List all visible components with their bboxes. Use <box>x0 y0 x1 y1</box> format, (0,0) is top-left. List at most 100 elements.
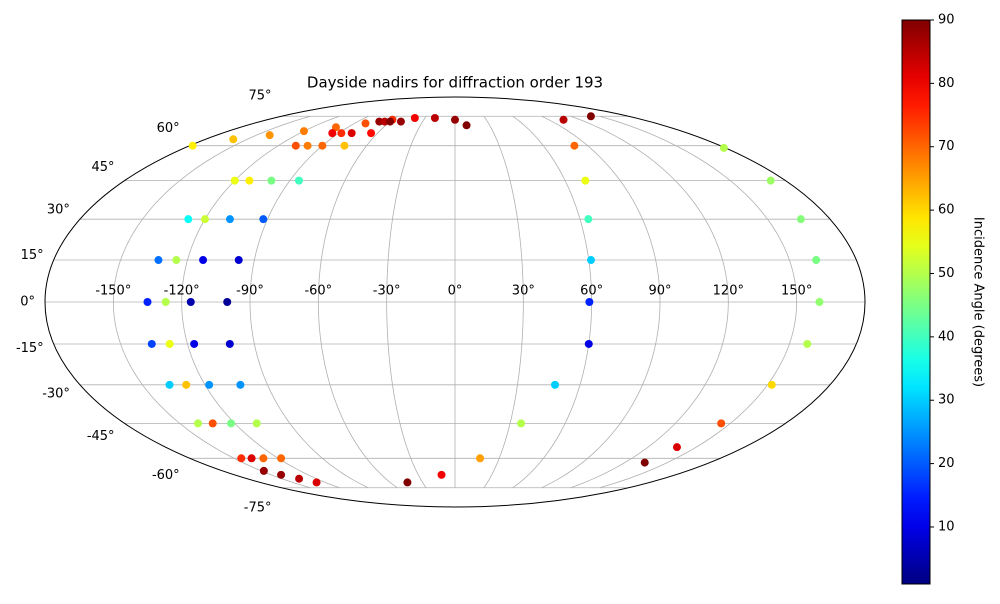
y-tick-label: -60° <box>152 468 180 483</box>
data-point <box>451 115 459 124</box>
data-point <box>223 298 232 306</box>
data-point <box>584 215 593 224</box>
x-tick-label: 60° <box>580 284 603 299</box>
x-tick-label: 30° <box>512 284 535 299</box>
data-point <box>199 256 208 265</box>
grid-line <box>112 115 311 489</box>
colorbar <box>901 19 931 585</box>
data-point <box>766 176 775 185</box>
data-point <box>570 141 579 150</box>
grid-line <box>317 115 398 489</box>
colorbar-tick-label: 30 <box>938 393 955 408</box>
data-point <box>294 176 303 185</box>
colorbar-tick-label: 10 <box>938 519 955 534</box>
data-point <box>291 141 300 150</box>
data-point <box>236 380 245 389</box>
data-point <box>719 143 728 152</box>
data-point <box>551 380 560 389</box>
data-point <box>295 474 304 483</box>
grid-line <box>599 115 798 489</box>
data-point <box>430 113 439 122</box>
data-point <box>225 215 234 224</box>
y-tick-label: 60° <box>157 121 180 136</box>
colorbar-tick-label: 70 <box>938 139 955 154</box>
data-point <box>367 129 376 138</box>
x-tick-label: -30° <box>373 284 401 299</box>
data-point <box>230 176 239 185</box>
data-point <box>190 339 199 348</box>
data-point <box>312 478 321 487</box>
colorbar-tick-label: 40 <box>938 329 955 344</box>
x-tick-label: -90° <box>236 284 264 299</box>
data-point <box>586 112 595 121</box>
data-point <box>259 466 268 475</box>
y-tick-label: 75° <box>248 88 271 103</box>
data-point <box>229 135 238 144</box>
x-tick-label: 0° <box>448 284 463 299</box>
grid-line <box>483 116 524 488</box>
data-point <box>717 419 726 428</box>
grid-line <box>386 116 427 488</box>
data-point <box>194 419 203 428</box>
data-point <box>640 458 649 467</box>
data-point <box>517 419 526 428</box>
grid-line <box>570 115 729 489</box>
colorbar-tick-label: 20 <box>938 456 955 471</box>
data-point <box>277 470 286 479</box>
colorbar-tick-label: 90 <box>938 13 955 28</box>
data-point <box>328 129 337 138</box>
data-point <box>815 298 824 306</box>
data-point <box>245 176 254 185</box>
data-point <box>584 339 593 348</box>
data-point <box>227 419 236 428</box>
data-point <box>186 298 195 306</box>
data-point <box>318 141 327 150</box>
y-tick-label: 0° <box>20 295 35 310</box>
data-point <box>796 215 805 224</box>
colorbar-tick-label: 60 <box>938 203 955 218</box>
y-tick-label: 45° <box>92 160 115 175</box>
data-point <box>184 215 193 224</box>
data-point <box>303 141 312 150</box>
data-point <box>396 117 405 126</box>
x-tick-label: 150° <box>781 284 812 299</box>
x-tick-label: 90° <box>648 284 671 299</box>
data-point <box>803 339 812 348</box>
data-point <box>247 454 256 463</box>
data-point <box>437 470 446 479</box>
data-point <box>205 380 214 389</box>
data-point <box>337 129 346 138</box>
data-point <box>386 117 395 126</box>
data-point <box>234 256 243 265</box>
data-point <box>265 131 274 140</box>
grid-line <box>181 115 340 489</box>
data-point <box>672 443 681 452</box>
data-point <box>165 380 174 389</box>
data-point <box>208 419 217 428</box>
data-point <box>340 141 349 150</box>
data-point <box>476 454 485 463</box>
data-point <box>587 256 596 265</box>
data-point <box>267 176 276 185</box>
data-point <box>252 419 261 428</box>
data-point <box>161 298 170 306</box>
data-point <box>462 121 471 130</box>
colorbar-label: Incidence Angle (degrees) <box>971 217 986 387</box>
data-point <box>172 256 181 265</box>
y-tick-label: 30° <box>47 203 70 218</box>
data-point <box>331 123 340 132</box>
y-tick-label: -45° <box>87 429 115 444</box>
data-point <box>188 141 197 150</box>
colorbar-tick-label: 80 <box>938 76 955 91</box>
data-point <box>200 215 209 224</box>
data-point <box>767 380 776 389</box>
data-point <box>259 215 268 224</box>
data-point <box>403 478 412 487</box>
grid-line <box>541 115 661 489</box>
data-point <box>154 256 163 265</box>
x-tick-label: -120° <box>164 284 200 299</box>
data-point <box>182 380 191 389</box>
chart-title: Dayside nadirs for diffraction order 193 <box>307 74 603 92</box>
data-point <box>347 129 356 138</box>
